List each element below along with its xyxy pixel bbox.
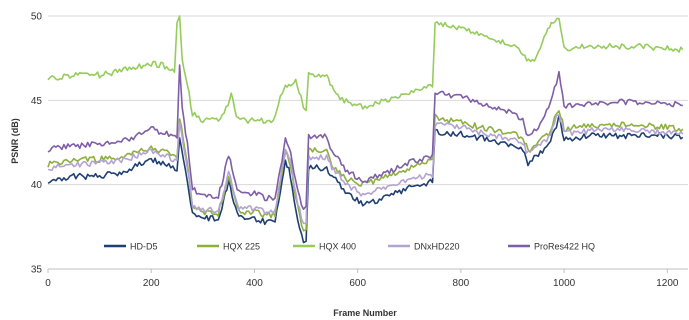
series-line-hqx-400 [47,15,684,124]
series-line-prores422-hq [47,64,683,210]
series-lines [47,15,684,244]
x-tick-label-0: 0 [45,278,51,289]
legend-label-hd-d5: HD-D5 [130,242,158,252]
y-tick-label-40: 40 [31,180,43,191]
y-tick-label-35: 35 [31,265,43,276]
y-tick-label-45: 45 [31,96,43,107]
x-tick-label-1000: 1000 [553,278,576,289]
series-line-hqx-225 [47,110,684,232]
series-line-hd-d5 [47,114,684,244]
y-tick-label-50: 50 [31,12,43,23]
series-line-dnxhd220 [47,114,684,225]
legend-label-hqx-400: HQX 400 [319,242,356,252]
legend-label-hqx-225: HQX 225 [223,242,260,252]
legend: HD-D5 HQX 225 HQX 400 DNxHD220 ProRes422 HQ [104,242,595,252]
legend-label-prores422-hq: ProRes422 HQ [534,242,595,252]
legend-label-dnxhd220: DNxHD220 [414,242,460,252]
y-axis-title: PSNR (dB) [10,118,20,164]
axes: 35 40 45 50 0 200 400 600 800 1000 1200 [31,12,688,289]
x-tick-label-1200: 1200 [656,278,679,289]
x-tick-label-200: 200 [143,278,160,289]
x-axis-title: Frame Number [333,308,397,318]
x-tick-label-800: 800 [453,278,470,289]
x-tick-label-600: 600 [349,278,366,289]
x-tick-label-400: 400 [246,278,263,289]
